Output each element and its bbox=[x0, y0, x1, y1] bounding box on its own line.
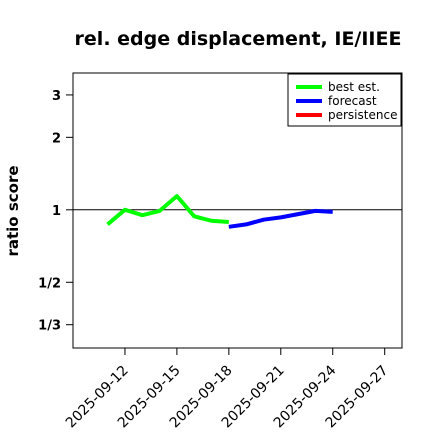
legend-label-forecast: forecast bbox=[328, 94, 377, 108]
y-tick-label: 1/2 bbox=[38, 276, 61, 291]
legend-label-persistence: persistence bbox=[328, 108, 397, 122]
y-axis-label: ratio score bbox=[4, 165, 22, 256]
series-line-best-est bbox=[106, 194, 229, 226]
series-line-forecast bbox=[228, 208, 333, 229]
y-tick-label: 1 bbox=[52, 204, 61, 219]
y-tick-label: 3 bbox=[52, 89, 61, 104]
chart-title: rel. edge displacement, IE/IIEE bbox=[75, 28, 402, 50]
legend: best est. forecast persistence bbox=[287, 73, 402, 127]
y-tick-label: 2 bbox=[52, 131, 61, 146]
plot-frame bbox=[72, 72, 403, 349]
y-tick-label: 1/3 bbox=[38, 319, 61, 334]
legend-label-best-est: best est. bbox=[328, 80, 380, 94]
